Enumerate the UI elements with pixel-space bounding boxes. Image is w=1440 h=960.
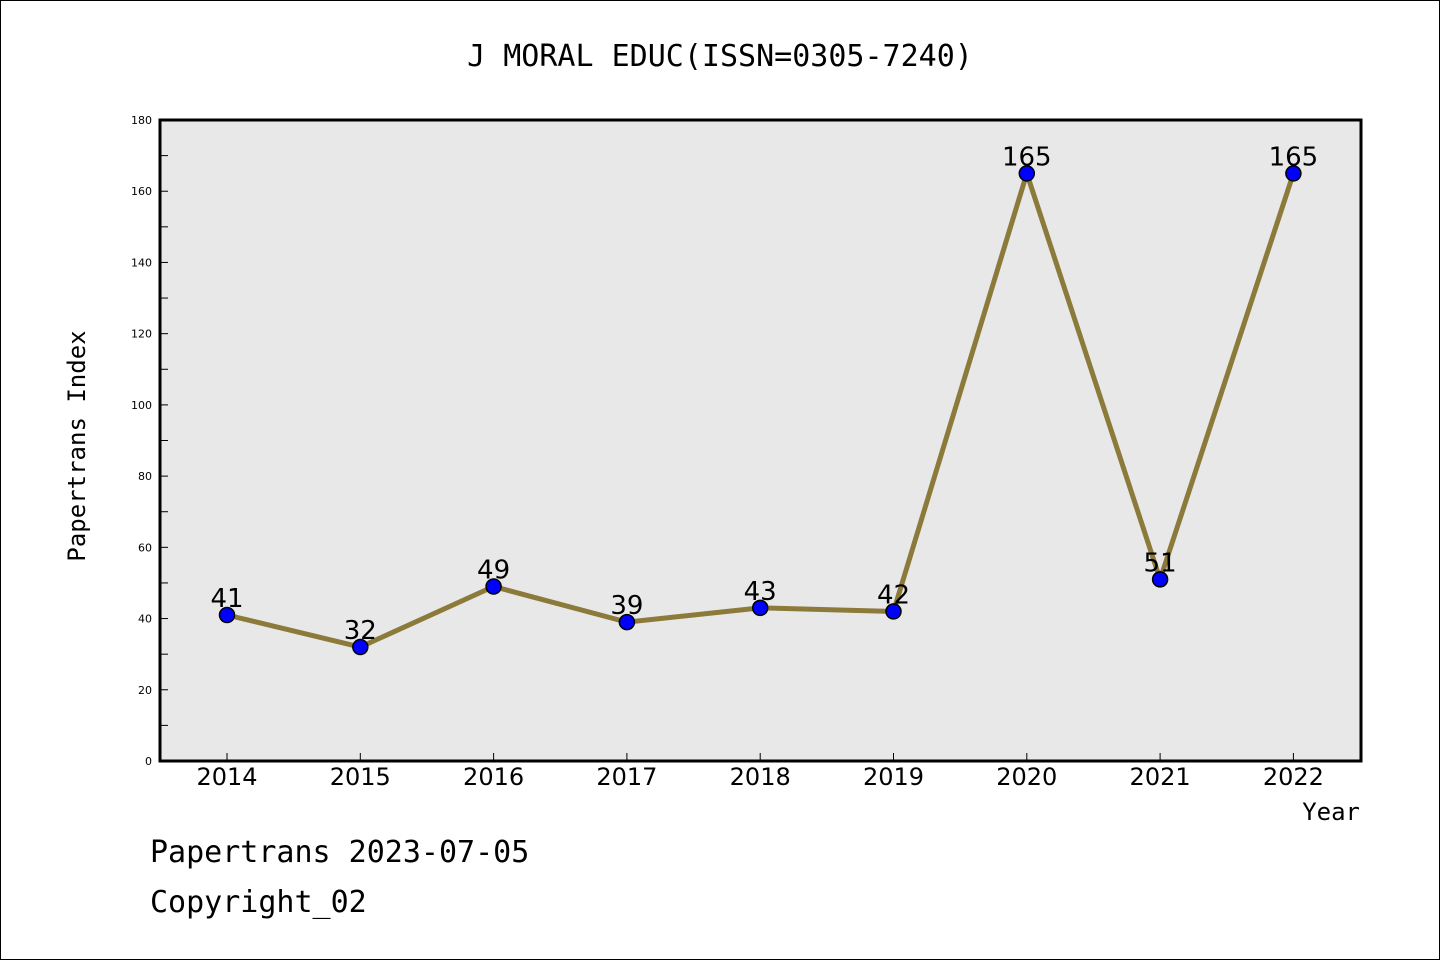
chart-title: J MORAL EDUC(ISSN=0305-7240) bbox=[467, 39, 973, 74]
data-points bbox=[218, 165, 1302, 656]
data-labels: 41 32 49 39 43 42 165 51 165 bbox=[210, 142, 1318, 646]
data-point bbox=[1018, 165, 1036, 182]
y-tick-label: 0 bbox=[145, 755, 152, 768]
x-axis-ticks: 2014 2015 2016 2017 2018 2019 2020 2021 2022 bbox=[196, 753, 1324, 791]
y-tick-label: 40 bbox=[138, 613, 152, 626]
data-label: 42 bbox=[877, 580, 910, 610]
data-point bbox=[1151, 571, 1169, 588]
y-tick-label: 100 bbox=[131, 399, 152, 412]
x-tick-label: 2020 bbox=[996, 763, 1057, 791]
y-tick-label: 180 bbox=[131, 114, 152, 127]
data-point bbox=[751, 599, 769, 617]
data-label: 165 bbox=[1269, 142, 1319, 172]
x-tick-label: 2014 bbox=[196, 763, 257, 791]
footer-date: Papertrans 2023-07-05 bbox=[150, 835, 530, 870]
y-tick-label: 160 bbox=[131, 185, 152, 198]
data-point bbox=[1285, 165, 1302, 182]
plot-area bbox=[160, 120, 1361, 761]
y-tick-label: 120 bbox=[131, 328, 152, 341]
data-label: 41 bbox=[210, 584, 243, 614]
data-point bbox=[885, 603, 902, 620]
data-point bbox=[352, 638, 369, 656]
y-axis-ticks: 0 20 40 60 80 100 120 140 160 180 bbox=[131, 114, 168, 768]
data-label: 39 bbox=[610, 591, 643, 621]
data-point bbox=[485, 578, 502, 595]
data-label: 165 bbox=[1002, 142, 1052, 172]
y-tick-label: 60 bbox=[138, 541, 152, 554]
data-point bbox=[218, 606, 236, 624]
x-tick-label: 2019 bbox=[863, 763, 924, 791]
data-label: 51 bbox=[1144, 548, 1177, 578]
data-point bbox=[618, 613, 636, 631]
x-tick-label: 2015 bbox=[330, 763, 391, 791]
data-label: 49 bbox=[477, 556, 510, 586]
data-label: 43 bbox=[744, 577, 777, 607]
plot-border bbox=[158, 118, 1363, 763]
y-tick-label: 140 bbox=[131, 256, 152, 269]
x-tick-label: 2016 bbox=[463, 763, 524, 791]
x-axis-label: Year bbox=[1302, 798, 1360, 826]
x-tick-label: 2018 bbox=[730, 763, 791, 791]
footer-copyright: Copyright_02 bbox=[150, 885, 367, 920]
x-tick-label: 2021 bbox=[1130, 763, 1191, 791]
y-tick-label: 20 bbox=[138, 684, 152, 697]
data-label: 32 bbox=[344, 616, 377, 646]
x-tick-label: 2022 bbox=[1263, 763, 1324, 791]
x-tick-label: 2017 bbox=[596, 763, 657, 791]
y-tick-label: 80 bbox=[138, 470, 152, 483]
y-axis-label: Papertrans Index bbox=[63, 330, 91, 561]
